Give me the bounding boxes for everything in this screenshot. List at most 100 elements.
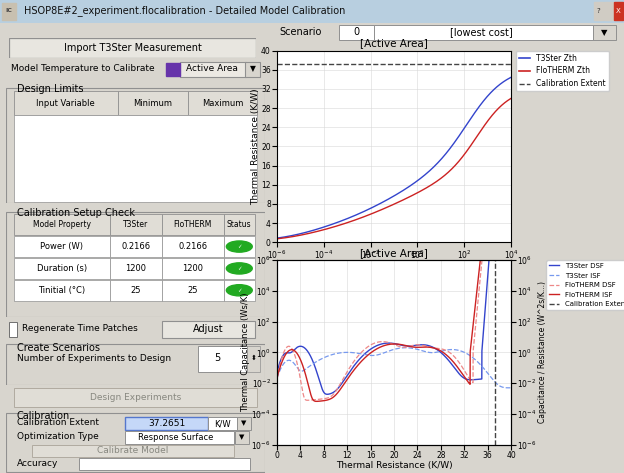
Y-axis label: Thermal Capacitance (Ws/K): Thermal Capacitance (Ws/K) bbox=[241, 293, 250, 412]
Bar bbox=[224, 280, 255, 301]
Text: ✓: ✓ bbox=[237, 244, 241, 249]
Bar bbox=[245, 62, 260, 77]
Bar bbox=[125, 417, 208, 430]
Bar bbox=[162, 236, 224, 257]
Text: Input Variable: Input Variable bbox=[36, 99, 95, 108]
Y-axis label: Thermal Resistance (K/W): Thermal Resistance (K/W) bbox=[251, 88, 260, 205]
Bar bbox=[247, 346, 260, 372]
Text: [lowest cost]: [lowest cost] bbox=[451, 27, 513, 37]
Bar bbox=[593, 25, 616, 40]
Title: [Active Area]: [Active Area] bbox=[360, 248, 428, 258]
Text: ✓: ✓ bbox=[237, 266, 241, 271]
Bar bbox=[614, 2, 623, 20]
Text: 25: 25 bbox=[130, 286, 141, 295]
Text: Calibrate Model: Calibrate Model bbox=[97, 446, 169, 455]
Circle shape bbox=[227, 263, 252, 274]
Bar bbox=[125, 431, 234, 444]
Bar bbox=[187, 91, 258, 115]
Text: Create Scenarios: Create Scenarios bbox=[17, 343, 100, 353]
Bar bbox=[594, 2, 603, 20]
Text: ?: ? bbox=[597, 8, 600, 14]
Circle shape bbox=[227, 241, 252, 252]
Text: HSOP8E#2_experiment.flocalibration - Detailed Model Calibration: HSOP8E#2_experiment.flocalibration - Det… bbox=[24, 6, 345, 17]
Legend: T3Ster DSF, T3Ster ISF, FloTHERM DSF, FloTHERM ISF, Calibration Extent: T3Ster DSF, T3Ster ISF, FloTHERM DSF, Fl… bbox=[546, 260, 624, 310]
Bar bbox=[339, 25, 374, 40]
Text: Power (W): Power (W) bbox=[41, 242, 84, 251]
Text: Optimization Type: Optimization Type bbox=[17, 432, 99, 441]
Text: 0: 0 bbox=[353, 27, 359, 37]
Bar bbox=[162, 321, 255, 338]
Bar bbox=[110, 214, 162, 235]
Text: Calibration Extent: Calibration Extent bbox=[17, 418, 99, 427]
Text: Model Temperature to Calibrate: Model Temperature to Calibrate bbox=[11, 64, 155, 73]
Circle shape bbox=[227, 285, 252, 296]
Bar bbox=[14, 91, 117, 115]
Text: 5: 5 bbox=[214, 353, 220, 363]
Bar bbox=[32, 445, 234, 457]
Bar bbox=[235, 431, 249, 444]
Text: 1200: 1200 bbox=[182, 264, 203, 273]
Text: ▼: ▼ bbox=[241, 420, 246, 427]
Text: Status: Status bbox=[227, 220, 251, 229]
Bar bbox=[2, 3, 16, 20]
Bar bbox=[110, 258, 162, 279]
Text: Scenario: Scenario bbox=[279, 27, 321, 37]
Text: Response Surface: Response Surface bbox=[138, 433, 213, 442]
Text: X: X bbox=[616, 8, 621, 14]
X-axis label: Time (s): Time (s) bbox=[376, 262, 412, 271]
Y-axis label: Capacitance / Resistance (W^2s/K...): Capacitance / Resistance (W^2s/K...) bbox=[538, 281, 547, 423]
Bar bbox=[162, 214, 224, 235]
Bar bbox=[14, 115, 258, 202]
Text: K/W: K/W bbox=[214, 419, 231, 428]
Bar bbox=[9, 322, 17, 337]
Bar bbox=[110, 236, 162, 257]
Title: [Active Area]: [Active Area] bbox=[360, 38, 428, 48]
Bar bbox=[165, 63, 180, 76]
Text: Calibration: Calibration bbox=[17, 411, 70, 420]
Bar bbox=[14, 214, 110, 235]
Bar bbox=[224, 214, 255, 235]
Text: ✓: ✓ bbox=[237, 288, 241, 293]
Text: Model Property: Model Property bbox=[33, 220, 91, 229]
Bar bbox=[110, 280, 162, 301]
Bar bbox=[14, 258, 110, 279]
Text: 37.2651: 37.2651 bbox=[148, 419, 185, 428]
Text: Design Experiments: Design Experiments bbox=[90, 393, 182, 402]
Text: Regenerate Time Patches: Regenerate Time Patches bbox=[22, 324, 137, 333]
Legend: T3Ster Zth, FloTHERM Zth, Calibration Extent: T3Ster Zth, FloTHERM Zth, Calibration Ex… bbox=[515, 51, 609, 91]
Text: FloTHERM: FloTHERM bbox=[173, 220, 212, 229]
Bar bbox=[236, 417, 251, 430]
Text: Design Limits: Design Limits bbox=[17, 84, 83, 94]
Text: 1200: 1200 bbox=[125, 264, 146, 273]
Text: Adjust: Adjust bbox=[193, 324, 223, 334]
Text: 0.2166: 0.2166 bbox=[121, 242, 150, 251]
Bar bbox=[198, 346, 247, 372]
Bar bbox=[604, 2, 613, 20]
Text: 25: 25 bbox=[187, 286, 198, 295]
Text: T3Ster: T3Ster bbox=[123, 220, 149, 229]
Text: ▼: ▼ bbox=[239, 434, 245, 440]
Bar bbox=[117, 91, 187, 115]
Text: Accuracy: Accuracy bbox=[17, 459, 58, 468]
Bar bbox=[162, 258, 224, 279]
Text: Calibration Setup Check: Calibration Setup Check bbox=[17, 208, 135, 218]
Bar bbox=[374, 25, 593, 40]
Text: Import T3Ster Measurement: Import T3Ster Measurement bbox=[64, 43, 202, 53]
X-axis label: Thermal Resistance (K/W): Thermal Resistance (K/W) bbox=[336, 461, 452, 470]
Text: Minimum: Minimum bbox=[133, 99, 172, 108]
Text: ▼: ▼ bbox=[250, 64, 255, 73]
Bar bbox=[79, 458, 250, 470]
Bar bbox=[14, 280, 110, 301]
Text: Maximum: Maximum bbox=[202, 99, 243, 108]
Text: IC: IC bbox=[5, 9, 12, 13]
Text: Tinitial (°C): Tinitial (°C) bbox=[38, 286, 85, 295]
Bar bbox=[162, 280, 224, 301]
Text: Active Area: Active Area bbox=[186, 64, 238, 73]
Bar bbox=[224, 236, 255, 257]
Text: ▼: ▼ bbox=[601, 28, 608, 37]
Text: Duration (s): Duration (s) bbox=[37, 264, 87, 273]
Bar bbox=[14, 236, 110, 257]
Bar bbox=[180, 62, 246, 77]
Bar bbox=[224, 258, 255, 279]
Bar bbox=[208, 417, 236, 430]
